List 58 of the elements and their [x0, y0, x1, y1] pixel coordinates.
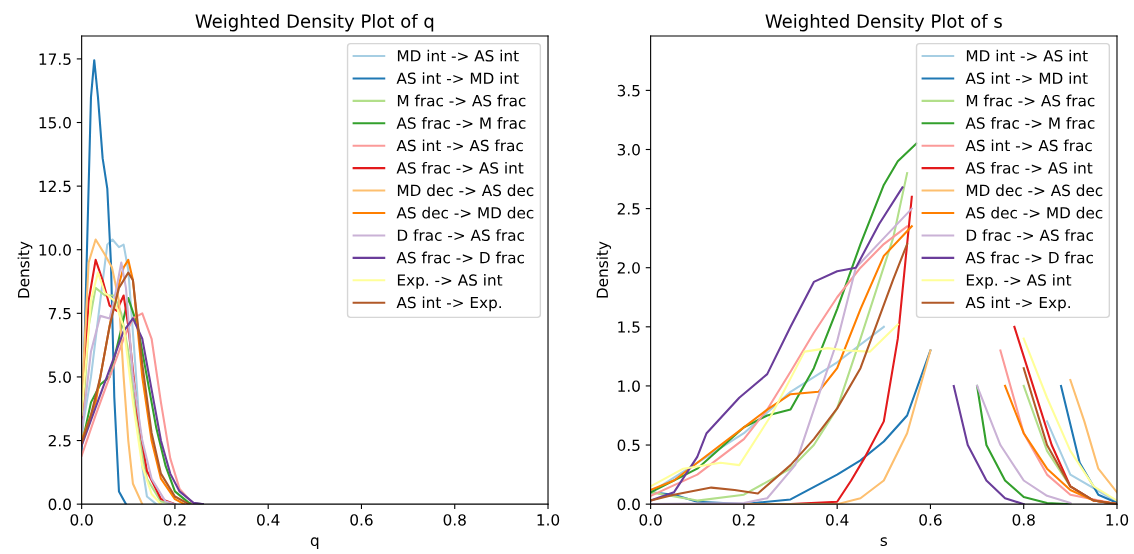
x-tick-label: 1.0	[537, 514, 560, 526]
y-tick-label: 10.0	[39, 244, 71, 256]
y-axis-title: Density	[17, 241, 33, 298]
legend-label: M frac -> AS frac	[966, 94, 1095, 107]
y-tick-label: 7.5	[48, 307, 71, 320]
x-tick-label: 0.0	[639, 514, 662, 526]
legend-label: AS frac -> D frac	[965, 251, 1093, 264]
x-tick-label: 0.4	[257, 514, 280, 526]
legend-label: AS dec -> MD dec	[396, 206, 534, 219]
x-tick-label: 0.2	[163, 514, 186, 526]
y-tick-label: 0.0	[48, 498, 71, 511]
y-tick-label: 17.5	[39, 53, 71, 65]
legend-label: MD dec -> AS dec	[966, 184, 1103, 197]
x-tick-label: 0.0	[70, 514, 93, 526]
legend-label: AS frac -> D frac	[396, 251, 524, 264]
legend-label: AS frac -> M frac	[965, 117, 1095, 129]
y-tick-label: 12.5	[39, 180, 71, 193]
y-tick-label: 5.0	[48, 371, 71, 383]
legend-label: MD int -> AS int	[966, 49, 1088, 62]
x-axis-title: s	[880, 537, 888, 547]
x-tick-label: 1.0	[1106, 514, 1129, 526]
y-tick-label: 0.0	[617, 498, 640, 511]
legend-label: AS int -> AS frac	[396, 139, 523, 152]
legend-label: D frac -> AS frac	[397, 229, 524, 241]
y-tick-label: 2.0	[617, 262, 640, 274]
legend-label: AS frac -> AS int	[396, 161, 524, 174]
y-axis-title: Density	[596, 241, 612, 298]
x-tick-label: 0.6	[919, 514, 942, 526]
chart-title: Weighted Density Plot of s	[765, 13, 1002, 32]
legend-label: AS int -> AS frac	[965, 139, 1092, 152]
legend-label: AS int -> MD int	[965, 72, 1088, 85]
y-tick-label: 3.0	[617, 143, 640, 156]
legend-label: M frac -> AS frac	[397, 94, 526, 107]
y-tick-label: 3.5	[617, 84, 640, 97]
legend-label: Exp. -> AS int	[397, 274, 503, 289]
y-tick-label: 1.5	[618, 321, 640, 333]
legend-label: MD dec -> AS dec	[397, 184, 534, 197]
x-tick-label: 0.2	[732, 514, 755, 526]
chart-title: Weighted Density Plot of q	[195, 13, 434, 32]
legend-label: AS int -> Exp.	[396, 296, 501, 312]
legend-label: AS frac -> M frac	[396, 117, 526, 129]
x-axis-title: q	[310, 537, 319, 549]
legend-label: AS int -> Exp.	[965, 296, 1070, 312]
legend-label: AS int -> MD int	[396, 72, 519, 85]
x-tick-label: 0.6	[350, 514, 373, 526]
legend-label: AS frac -> AS int	[965, 161, 1093, 174]
x-tick-label: 0.4	[826, 514, 849, 526]
y-tick-label: 2.5	[617, 203, 640, 215]
y-tick-label: 2.5	[48, 435, 71, 447]
legend-label: MD int -> AS int	[397, 49, 519, 62]
legend-label: AS dec -> MD dec	[965, 206, 1103, 219]
y-tick-label: 0.5	[617, 439, 640, 452]
legend-label: D frac -> AS frac	[966, 229, 1093, 241]
x-tick-label: 0.8	[1012, 514, 1035, 526]
x-tick-label: 0.8	[443, 514, 466, 526]
legend-label: Exp. -> AS int	[966, 274, 1072, 289]
y-tick-label: 1.0	[618, 380, 640, 392]
y-tick-label: 15.0	[39, 116, 71, 129]
